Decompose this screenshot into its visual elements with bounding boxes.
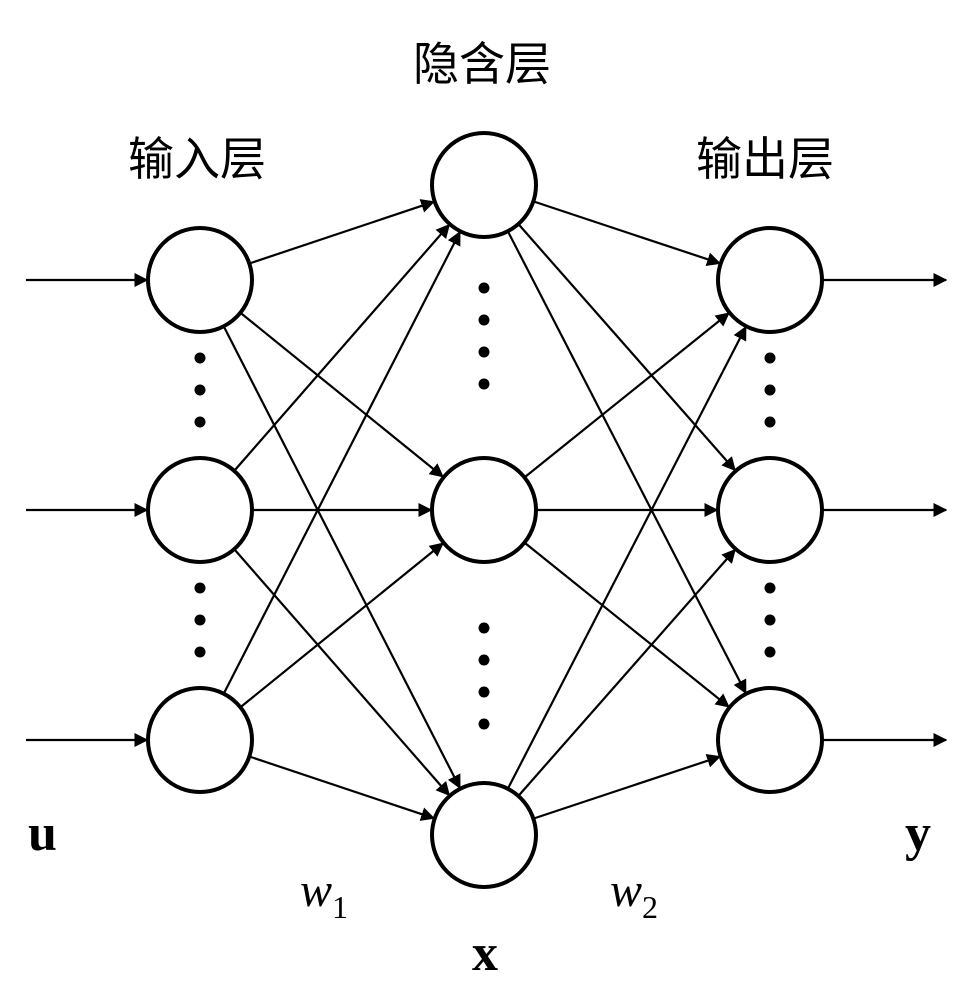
input-layer-label: 输入层 [128,134,266,185]
edge-input-hidden [249,756,433,818]
ellipsis-dot [479,347,490,358]
ellipsis-dot [479,315,490,326]
edge-input-hidden [234,549,449,795]
ellipsis-dot [195,417,206,428]
ellipsis-dot [195,647,206,658]
edge-input-hidden [234,225,449,471]
output-node [718,688,822,792]
edge-hidden-output [533,201,719,263]
ellipsis-dot [195,353,206,364]
ellipsis-dot [195,615,206,626]
edge-input-hidden [240,543,442,707]
ellipsis-dot [765,615,776,626]
edge-hidden-output [525,543,729,707]
edge-hidden-output [518,224,735,470]
ellipsis-dot [195,385,206,396]
ellipsis-dot [765,385,776,396]
output-node [718,228,822,332]
edge-input-hidden [240,313,442,477]
ellipsis-dot [765,353,776,364]
u-label: u [28,805,57,862]
edge-hidden-output [518,550,735,796]
input-node [148,688,252,792]
w1-label: w1 [300,864,348,925]
w2-label: w2 [610,864,658,925]
edge-input-hidden [249,202,433,264]
ellipsis-dot [195,583,206,594]
hidden-node [432,458,536,562]
edge-hidden-output [533,757,719,819]
ellipsis-dot [479,655,490,666]
hidden-layer-label: 隐含层 [413,39,551,90]
ellipsis-dot [479,283,490,294]
ellipsis-dot [765,583,776,594]
y-label: y [905,805,931,862]
x-label: x [472,925,498,982]
ellipsis-dot [479,623,490,634]
output-node [718,458,822,562]
ellipsis-dot [479,687,490,698]
output-layer-label: 输出层 [696,134,834,185]
ellipsis-dot [765,417,776,428]
ellipsis-dot [765,647,776,658]
ellipsis-dot [479,719,490,730]
neural-net-diagram: 输入层 隐含层输出层 u x y w1 w2 [0,0,969,998]
input-node [148,228,252,332]
hidden-node [432,133,536,237]
ellipsis-dot [479,379,490,390]
input-node [148,458,252,562]
hidden-node [432,783,536,887]
edge-hidden-output [525,313,729,477]
